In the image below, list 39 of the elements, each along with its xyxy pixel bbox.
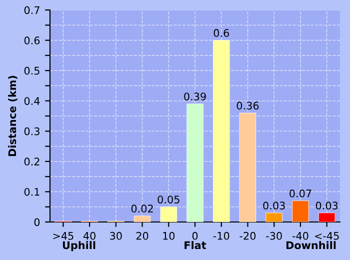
y-tick-label: 0.4 <box>24 97 40 105</box>
y-tick-label: 0.1 <box>24 188 40 196</box>
data-label: 0.36 <box>236 102 259 110</box>
x-tick-label: 0 <box>192 232 198 240</box>
text: Uphill <box>62 241 96 252</box>
y-axis-title: Distance (km) <box>8 76 18 156</box>
x-tick-label: 20 <box>136 232 148 240</box>
y-tick-label: 0.7 <box>24 6 40 14</box>
data-label: 0.05 <box>158 196 180 204</box>
x-tick-label: -10 <box>213 232 230 240</box>
bar <box>160 206 178 222</box>
bar <box>266 212 282 222</box>
data-label: 0.02 <box>131 204 153 213</box>
y-tick-label: 0.2 <box>24 158 40 166</box>
bar <box>134 216 151 222</box>
bar <box>186 104 204 222</box>
x-tick-label: 10 <box>163 232 175 240</box>
bar <box>318 212 336 222</box>
x-tick-label: 30 <box>110 232 122 240</box>
data-label: 0.6 <box>214 29 229 37</box>
x-tick-label: -40 <box>292 232 308 240</box>
x-tick-label: <-45 <box>315 232 339 240</box>
x-tick-label: >45 <box>53 232 74 240</box>
bar <box>292 200 309 222</box>
y-tick-label: 0.6 <box>24 36 40 44</box>
bar <box>212 40 230 222</box>
x-tick-label: -20 <box>240 232 256 240</box>
y-tick-label: 0.3 <box>24 127 40 136</box>
bar <box>239 112 256 222</box>
text: Flat <box>184 241 206 250</box>
data-label: 0.03 <box>316 202 338 210</box>
x-tick-label: -30 <box>266 232 282 240</box>
data-label: 0.03 <box>263 202 285 210</box>
y-tick-label: 0.5 <box>24 66 40 75</box>
data-label: 0.39 <box>184 92 206 100</box>
y-tick-label: 0 <box>34 218 40 226</box>
text: Downhill <box>286 241 336 250</box>
x-tick-label: 40 <box>83 232 96 240</box>
data-label: 0.07 <box>290 190 312 198</box>
